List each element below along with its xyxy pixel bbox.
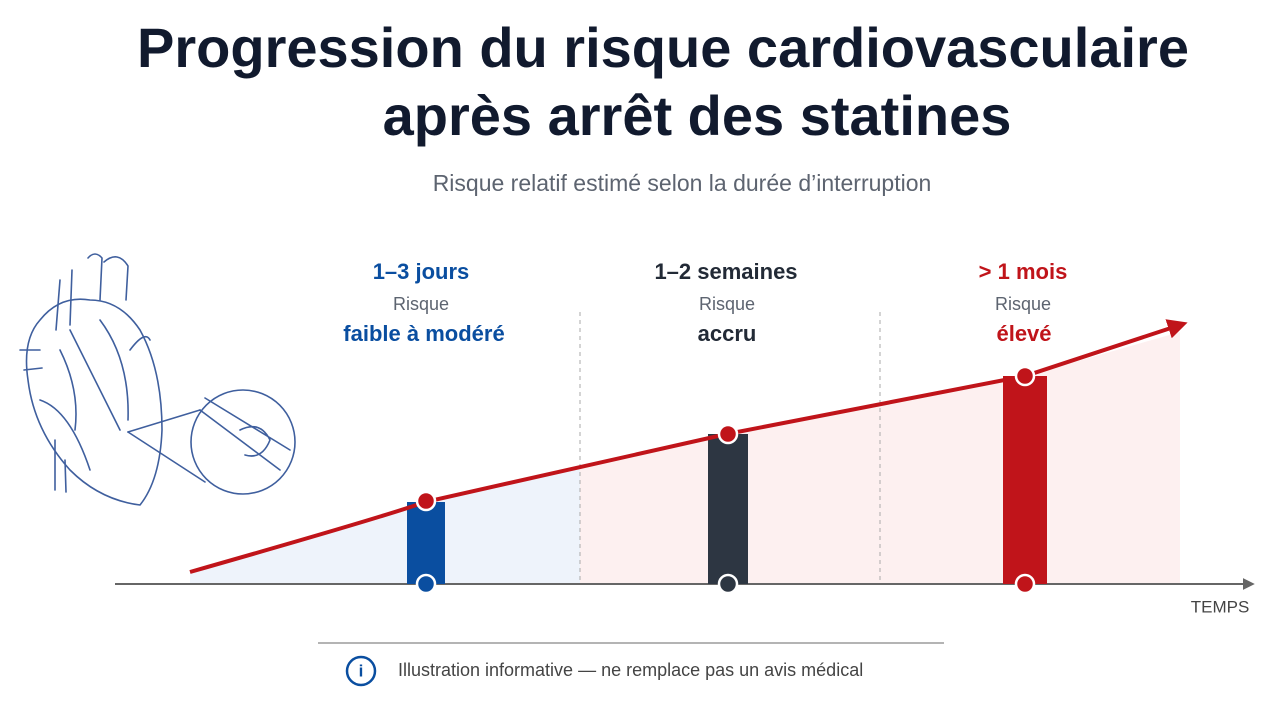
dots [415,365,1036,595]
phase-level: accru [698,321,757,346]
info-icon [345,655,377,687]
phase-period: 1–2 semaines [654,259,797,284]
dot [415,490,437,512]
risk-bar [407,502,445,584]
phase-caption: Risque [699,294,755,314]
subtitle: Risque relatif estimé selon la durée d’i… [433,170,932,196]
phase-period: 1–3 jours [373,259,470,284]
title-line: Progression du risque cardiovasculaire [137,16,1189,79]
axis-label: TEMPS [1191,597,1250,616]
footer-note: Illustration informative — ne remplace p… [398,660,863,680]
phase-level: élevé [996,321,1051,346]
dot [1014,573,1036,595]
heart-illustration [19,253,296,506]
info-icon-letter: i [359,661,364,680]
dot [717,423,739,445]
risk-bar [708,434,748,584]
risk-bar [1003,376,1047,584]
dot [717,573,739,595]
phase-caption: Risque [995,294,1051,314]
phase-period: > 1 mois [979,259,1068,284]
phase-caption: Risque [393,294,449,314]
dot [415,573,437,595]
dot [1014,365,1036,387]
title-line: après arrêt des statines [383,84,1012,147]
phase-area [190,466,580,584]
phase-level: faible à modéré [343,321,504,346]
